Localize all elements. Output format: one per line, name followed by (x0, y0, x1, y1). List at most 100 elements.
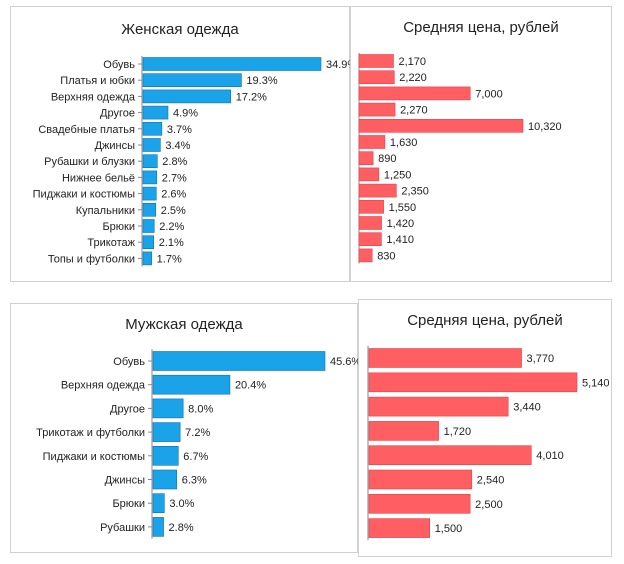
women-price-value-label: 1,420 (387, 218, 415, 230)
men-price-panel: Средняя цена, рублей 3,770 5,140 3,440 1,72… (358, 299, 612, 557)
men-share-value-label: 20.4% (235, 380, 266, 392)
women-price-value-label: 2,220 (399, 72, 427, 84)
men-price-value-label: 1,720 (444, 426, 472, 438)
women-share-value-label: 2.8% (162, 156, 187, 168)
men-price-value-label: 5,140 (582, 377, 610, 389)
men-price-bar (368, 494, 471, 514)
women-share-bar (142, 89, 232, 104)
men-share-value-label: 8.0% (188, 403, 213, 415)
women-price-bar (358, 86, 471, 101)
men-share-bar (152, 374, 231, 395)
men-price-bar (368, 372, 578, 393)
men-share-panel: Мужская одежда Обувь 45.6% Верхняя одежда 2… (10, 303, 359, 553)
women-price-value-label: 1,630 (390, 137, 418, 149)
women-price-bar (358, 151, 374, 165)
men-share-bar (152, 493, 165, 513)
women-share-category-label: Нижнее бельё (62, 172, 135, 184)
men-share-category-label: Пиджаки и костюмы (43, 451, 145, 463)
men-share-bar (152, 398, 184, 419)
women-share-category-label: Трикотаж (87, 237, 135, 249)
women-share-bar (142, 203, 157, 217)
women-share-value-label: 2.6% (161, 189, 186, 201)
women-share-panel: Женская одежда Обувь 34.9% Платья и юбки 19… (10, 6, 351, 282)
women-price-bar (358, 183, 397, 198)
men-price-value-label: 2,540 (477, 475, 505, 487)
men-share-value-label: 6.7% (183, 451, 208, 463)
women-share-chart: Обувь 34.9% Платья и юбки 19.3% Верхняя одеж… (33, 55, 351, 267)
women-price-title: Средняя цена, рублей (403, 19, 559, 36)
women-share-value-label: 3.7% (167, 124, 192, 136)
men-share-category-label: Джинсы (105, 475, 146, 487)
women-share-category-label: Платья и юбки (60, 75, 135, 87)
men-share-value-label: 7.2% (185, 427, 210, 439)
men-share-bar (152, 351, 326, 371)
women-price-value-label: 1,410 (386, 234, 414, 246)
women-share-bar (142, 219, 155, 233)
women-share-value-label: 4.9% (173, 108, 198, 120)
men-price-value-label: 4,010 (536, 450, 564, 462)
women-share-bar (142, 186, 157, 201)
women-price-bar (358, 54, 394, 68)
women-price-bar (358, 70, 395, 85)
women-price-panel: Средняя цена, рублей 2,170 2,220 7,000 2,27… (350, 6, 612, 282)
men-price-value-label: 3,440 (513, 402, 541, 414)
women-share-bar (142, 235, 155, 249)
women-share-category-label: Брюки (102, 221, 135, 233)
women-price-value-label: 7,000 (475, 88, 503, 100)
men-share-category-label: Обувь (113, 356, 145, 368)
men-share-category-label: Брюки (112, 498, 145, 510)
men-share-category-label: Верхняя одежда (61, 380, 146, 392)
men-price-bar (368, 396, 509, 417)
women-share-bar (142, 251, 152, 266)
women-price-chart: 2,170 2,220 7,000 2,270 10,320 1,630 890 1,250 2… (358, 52, 562, 264)
men-share-category-label: Трикотаж и футболки (36, 427, 145, 439)
women-share-category-label: Обувь (103, 59, 135, 71)
men-share-category-label: Другое (110, 403, 145, 415)
men-share-bar (152, 469, 178, 490)
men-price-chart: 3,770 5,140 3,440 1,720 4,010 2,540 2,500 1,500 (367, 345, 610, 541)
women-price-bar (358, 216, 382, 230)
women-share-value-label: 3.4% (165, 140, 190, 152)
women-share-bar (142, 138, 161, 152)
men-share-title: Мужская одежда (125, 316, 243, 333)
women-share-category-label: Купальники (76, 205, 135, 217)
women-share-bar (142, 170, 158, 185)
women-share-value-label: 1.7% (157, 253, 182, 265)
men-share-bar (152, 517, 164, 537)
women-price-value-label: 1,250 (384, 169, 412, 181)
men-price-value-label: 1,500 (435, 523, 463, 535)
women-price-value-label: 1,550 (389, 202, 417, 214)
men-share-bar (152, 446, 179, 466)
women-share-bar (142, 154, 158, 168)
men-price-bar (368, 348, 522, 368)
women-share-category-label: Рубашки и блузки (44, 156, 135, 168)
women-share-category-label: Свадебные платья (38, 124, 135, 136)
women-share-category-label: Другое (100, 108, 135, 120)
women-share-value-label: 34.9% (326, 59, 351, 71)
women-price-bar (358, 200, 384, 214)
men-share-value-label: 45.6% (330, 356, 359, 368)
women-price-bar (358, 135, 386, 149)
men-share-value-label: 2.8% (169, 522, 194, 534)
women-share-value-label: 2.1% (159, 237, 184, 249)
women-price-bar (358, 119, 524, 133)
women-share-title: Женская одежда (121, 21, 239, 38)
women-share-category-label: Топы и футболки (48, 253, 135, 265)
men-share-bar (152, 422, 181, 442)
women-price-bar (358, 232, 382, 246)
women-share-category-label: Верхняя одежда (51, 91, 136, 103)
women-price-bar (358, 102, 396, 117)
men-price-bar (368, 518, 431, 538)
men-share-chart: Обувь 45.6% Верхняя одежда 20.4% Другое 8.0% Т… (36, 349, 359, 539)
men-price-value-label: 2,500 (475, 499, 503, 511)
women-price-value-label: 2,270 (400, 105, 428, 117)
men-price-value-label: 3,770 (527, 353, 555, 365)
men-price-bar (368, 445, 532, 465)
women-price-bar (358, 248, 373, 263)
women-share-bar (142, 105, 169, 120)
men-share-value-label: 3.0% (169, 498, 194, 510)
women-share-value-label: 17.2% (236, 91, 267, 103)
women-price-bar (358, 167, 380, 182)
women-share-category-label: Джинсы (95, 140, 136, 152)
women-price-value-label: 830 (377, 250, 395, 262)
